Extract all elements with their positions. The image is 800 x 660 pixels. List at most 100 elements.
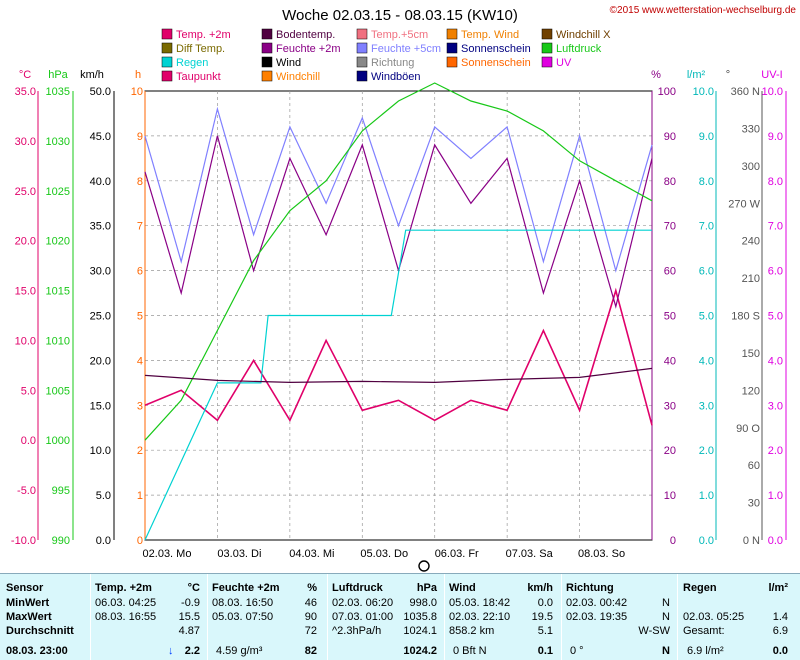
legend-label: Windböen	[371, 71, 421, 83]
axis-label-sun: h	[135, 69, 141, 81]
pressure-value: 998.0	[409, 597, 437, 609]
tick-direction: 120	[742, 385, 760, 397]
legend-label: Richtung	[371, 57, 414, 69]
tick-sun: 3	[137, 400, 143, 412]
tick-direction: 90 O	[736, 423, 760, 435]
legend-swatch	[446, 56, 458, 68]
legend-swatch	[446, 42, 458, 54]
tick-rain: 0.0	[699, 535, 714, 547]
tick-direction: 0 N	[743, 535, 760, 547]
column-separator	[677, 574, 678, 660]
x-tick-label: 03.03. Di	[217, 548, 261, 560]
tick-pressure: 1010	[46, 335, 70, 347]
tick-temp: -5.0	[17, 485, 36, 497]
axis-label-humidity: %	[651, 69, 661, 81]
tick-direction: 180 S	[731, 311, 760, 323]
tick-temp: 5.0	[21, 385, 36, 397]
current-direction-deg: 0 °	[570, 645, 584, 657]
tick-rain: 7.0	[699, 221, 714, 233]
legend-label: Feuchte +2m	[276, 43, 341, 55]
tick-wind: 30.0	[90, 266, 111, 278]
tick-wind: 10.0	[90, 445, 111, 457]
humidity-time: 05.03. 07:50	[212, 611, 274, 623]
tick-uv: 5.0	[768, 311, 783, 323]
axis-label-pressure: hPa	[48, 69, 68, 81]
tick-sun: 1	[137, 490, 143, 502]
pressure-value: 1035.8	[403, 611, 437, 623]
tick-pressure: 1025	[46, 186, 70, 198]
humidity-value: 72	[304, 625, 317, 637]
tick-rain: 1.0	[699, 490, 714, 502]
legend-label: UV	[556, 57, 572, 69]
tick-direction: 30	[748, 498, 760, 510]
stats-table: Sensor Temp. +2m °C Feuchte +2m% Luftdruck hP…	[0, 573, 800, 660]
legend-label: Feuchte +5cm	[371, 43, 441, 55]
tick-temp: 15.0	[15, 286, 36, 298]
legend-swatch	[161, 56, 173, 68]
current-pressure: 1024.2	[403, 645, 437, 657]
series-line	[144, 229, 652, 541]
legend-label: Windchill X	[556, 29, 611, 41]
tick-wind: 40.0	[90, 176, 111, 188]
legend-swatch	[161, 42, 173, 54]
legend-label: Wind	[276, 57, 301, 69]
legend-label: Windchill	[276, 71, 320, 83]
wind-value: 5.1	[537, 625, 553, 637]
legend-label: Temp. +2m	[176, 29, 231, 41]
legend-label: Luftdruck	[556, 43, 602, 55]
temp-value: -0.9	[181, 597, 200, 609]
tick-pressure: 990	[52, 535, 70, 547]
legend-label: Regen	[176, 57, 208, 69]
direction-value: N	[662, 597, 670, 609]
legend-swatch	[161, 28, 173, 40]
direction-value: W-SW	[638, 625, 670, 637]
tick-pressure: 1030	[46, 136, 70, 148]
tick-sun: 2	[137, 445, 143, 457]
temp-trend-arrow-icon: ↓	[168, 645, 174, 657]
header-pressure-unit: hPa	[416, 582, 437, 594]
chart-title: Woche 02.03.15 - 08.03.15 (KW10)	[282, 7, 518, 24]
tick-wind: 0.0	[96, 535, 111, 547]
rain-value: 1.4	[772, 611, 788, 623]
tick-sun: 8	[137, 176, 143, 188]
column-separator	[327, 574, 328, 660]
legend-swatch	[261, 56, 273, 68]
tick-temp: 10.0	[15, 335, 36, 347]
header-rain: Regen	[683, 582, 717, 594]
tick-pressure: 1000	[46, 435, 70, 447]
tick-direction: 60	[748, 460, 760, 472]
tick-uv: 2.0	[768, 445, 783, 457]
x-tick-label: 08.03. So	[578, 548, 625, 560]
series-line	[144, 367, 653, 384]
tick-humidity: 90	[664, 131, 676, 143]
tick-humidity: 40	[664, 355, 676, 367]
tick-sun: 10	[131, 86, 143, 98]
current-humidity: 82	[304, 645, 317, 657]
tick-rain: 2.0	[699, 445, 714, 457]
axis-label-rain: l/m²	[687, 69, 706, 81]
current-time: 08.03. 23:00	[6, 645, 68, 657]
column-separator	[90, 574, 91, 660]
tick-temp: -10.0	[11, 535, 36, 547]
tick-humidity: 20	[664, 445, 676, 457]
tick-direction: 300	[742, 161, 760, 173]
tick-sun: 5	[137, 311, 143, 323]
tick-temp: 30.0	[15, 136, 36, 148]
temp-time: 06.03. 04:25	[95, 597, 157, 609]
rain-time: Gesamt:	[683, 625, 725, 637]
header-temp-unit: °C	[187, 582, 200, 594]
pressure-time: 07.03. 01:00	[332, 611, 394, 623]
axis-label-uv: UV-I	[761, 69, 782, 81]
tick-sun: 6	[137, 266, 143, 278]
pressure-time: 02.03. 06:20	[332, 597, 394, 609]
tick-uv: 3.0	[768, 400, 783, 412]
legend-swatch	[261, 42, 273, 54]
tick-temp: 25.0	[15, 186, 36, 198]
header-temp: Temp. +2m	[95, 582, 152, 594]
direction-time: 02.03. 19:35	[566, 611, 628, 623]
legend-swatch	[261, 28, 273, 40]
tick-uv: 0.0	[768, 535, 783, 547]
legend-label: Bodentemp.	[276, 29, 335, 41]
row-label: Durchschnitt	[6, 625, 74, 637]
tick-humidity: 60	[664, 266, 676, 278]
